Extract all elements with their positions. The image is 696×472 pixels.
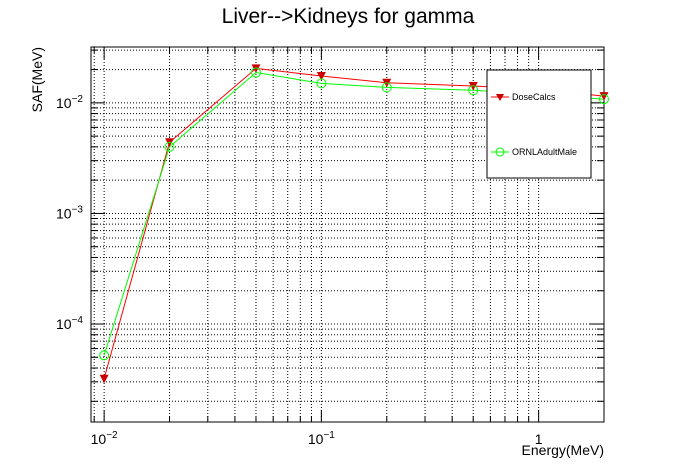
legend-marker-ornl (495, 147, 505, 157)
data-point-ornladultmale (468, 85, 479, 96)
legend-box (486, 69, 592, 179)
data-point-ornladultmale (381, 82, 392, 93)
data-point-dosecalcs (251, 64, 261, 73)
legend: DoseCalcs ORNLAdultMale (486, 69, 592, 179)
y-tick-label: 10−4 (56, 315, 83, 332)
data-point-dosecalcs (99, 374, 109, 384)
data-point-dosecalcs (316, 71, 326, 81)
data-point-ornladultmale (164, 141, 175, 152)
y-tick-label: 10−2 (56, 94, 83, 111)
data-point-ornladultmale (250, 67, 261, 78)
chart-title: Liver-->Kidneys for gamma (222, 5, 475, 28)
data-point-dosecalcs (599, 92, 609, 101)
data-point-dosecalcs (468, 82, 478, 91)
x-axis-label: Energy(MeV) (522, 442, 604, 458)
legend-label-ornl: ORNLAdultMale (512, 147, 577, 157)
x-tick-label: 10−1 (308, 430, 335, 447)
y-tick-label: 10−3 (56, 204, 83, 221)
data-point-ornladultmale (99, 350, 110, 361)
grid (91, 47, 604, 422)
x-tick-label: 1 (535, 431, 543, 447)
legend-label-dosecalcs: DoseCalcs (512, 92, 556, 102)
plot-frame (90, 46, 605, 423)
data-point-ornladultmale (316, 78, 327, 89)
y-axis-label: SAF(MeV) (29, 47, 45, 112)
legend-marker-dosecalcs (496, 94, 504, 101)
x-tick-label: 10−2 (91, 430, 118, 447)
data-point-ornladultmale (599, 94, 609, 105)
